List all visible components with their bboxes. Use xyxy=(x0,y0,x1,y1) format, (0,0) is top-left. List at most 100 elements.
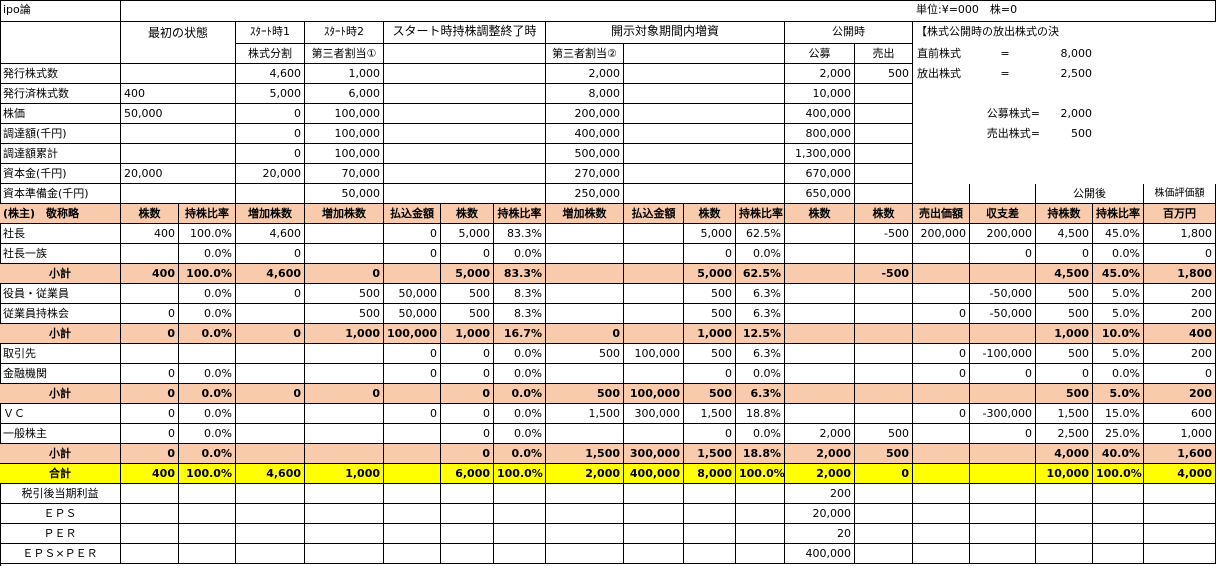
cell-start2[interactable]: 6,000 xyxy=(305,84,384,104)
table-cell[interactable] xyxy=(785,384,855,404)
table-cell[interactable]: 0 xyxy=(913,344,970,364)
table-cell[interactable]: 0 xyxy=(684,424,736,444)
table-cell[interactable]: 2,000 xyxy=(785,464,855,484)
table-cell[interactable]: 500 xyxy=(441,284,494,304)
table-cell[interactable]: 16.7% xyxy=(494,324,546,344)
table-cell[interactable]: 500 xyxy=(441,304,494,324)
cell-start2[interactable]: 1,000 xyxy=(305,64,384,84)
table-cell[interactable]: 0.0% xyxy=(494,404,546,424)
table-cell[interactable] xyxy=(179,344,236,364)
table-cell[interactable]: 400,000 xyxy=(624,464,684,484)
table-cell[interactable]: 2,000 xyxy=(785,444,855,464)
cell-third2[interactable]: 2,000 xyxy=(546,64,624,84)
table-cell[interactable]: 4,500 xyxy=(1036,224,1093,244)
cell-start1[interactable]: 4,600 xyxy=(236,64,305,84)
table-cell[interactable] xyxy=(624,244,684,264)
cell-start2[interactable]: 100,000 xyxy=(305,144,384,164)
table-cell[interactable]: 0 xyxy=(236,284,305,304)
cell-start1[interactable]: 0 xyxy=(236,144,305,164)
table-cell[interactable]: 0.0% xyxy=(494,364,546,384)
table-cell[interactable]: 50,000 xyxy=(384,304,441,324)
table-cell[interactable]: 12.5% xyxy=(736,324,785,344)
table-cell[interactable]: 500 xyxy=(546,344,624,364)
table-cell[interactable]: 400 xyxy=(121,464,179,484)
table-cell[interactable]: 0.0% xyxy=(179,364,236,384)
table-cell[interactable] xyxy=(384,264,441,284)
cell-initial[interactable] xyxy=(121,144,236,164)
table-cell[interactable]: 8.3% xyxy=(494,304,546,324)
table-cell[interactable]: 500 xyxy=(305,304,384,324)
table-cell[interactable]: 0 xyxy=(121,304,179,324)
table-cell[interactable] xyxy=(384,384,441,404)
cell-initial[interactable] xyxy=(121,184,236,204)
table-cell[interactable] xyxy=(855,384,913,404)
table-cell[interactable]: 0.0% xyxy=(179,384,236,404)
table-cell[interactable] xyxy=(236,344,305,364)
table-cell[interactable]: 500 xyxy=(1036,384,1093,404)
table-cell[interactable]: 100.0% xyxy=(494,464,546,484)
table-cell[interactable] xyxy=(855,404,913,424)
table-cell[interactable] xyxy=(624,364,684,384)
table-cell[interactable]: 0 xyxy=(236,384,305,404)
table-cell[interactable] xyxy=(546,224,624,244)
table-cell[interactable] xyxy=(913,424,970,444)
table-cell[interactable]: 100,000 xyxy=(624,344,684,364)
table-cell[interactable]: 5.0% xyxy=(1093,304,1144,324)
table-cell[interactable]: 500 xyxy=(855,444,913,464)
cell-public-offer[interactable]: 670,000 xyxy=(785,164,855,184)
table-cell[interactable]: 4,500 xyxy=(1036,264,1093,284)
sheet-title[interactable]: ipo論 xyxy=(0,0,121,22)
cell-public-offer[interactable]: 2,000 xyxy=(785,64,855,84)
cell-sale[interactable] xyxy=(855,184,913,204)
table-cell[interactable]: 0 xyxy=(384,224,441,244)
table-cell[interactable]: 0 xyxy=(121,424,179,444)
table-cell[interactable]: 4,000 xyxy=(1144,464,1216,484)
table-cell[interactable]: 4,600 xyxy=(236,264,305,284)
table-cell[interactable]: 0 xyxy=(305,264,384,284)
table-cell[interactable]: 5.0% xyxy=(1093,284,1144,304)
table-cell[interactable] xyxy=(236,364,305,384)
table-cell[interactable]: 300,000 xyxy=(624,444,684,464)
table-cell[interactable]: 0 xyxy=(441,404,494,424)
table-cell[interactable]: 500 xyxy=(684,284,736,304)
table-cell[interactable] xyxy=(785,364,855,384)
table-cell[interactable]: 600 xyxy=(1144,404,1216,424)
table-cell[interactable] xyxy=(305,444,384,464)
table-cell[interactable]: 50,000 xyxy=(384,284,441,304)
table-cell[interactable]: 0 xyxy=(1144,244,1216,264)
cell-sale[interactable] xyxy=(855,84,913,104)
table-cell[interactable]: 1,000 xyxy=(684,324,736,344)
bottom-value[interactable]: 20,000 xyxy=(785,504,855,524)
table-cell[interactable] xyxy=(855,324,913,344)
table-cell[interactable]: 100,000 xyxy=(624,384,684,404)
table-cell[interactable]: 0.0% xyxy=(179,444,236,464)
table-cell[interactable] xyxy=(624,224,684,244)
table-cell[interactable]: -500 xyxy=(855,224,913,244)
table-cell[interactable]: 400 xyxy=(1144,324,1216,344)
table-cell[interactable]: 1,000 xyxy=(305,464,384,484)
table-cell[interactable]: 6.3% xyxy=(736,344,785,364)
table-cell[interactable] xyxy=(785,284,855,304)
table-cell[interactable]: 2,500 xyxy=(1036,424,1093,444)
table-cell[interactable]: 200 xyxy=(1144,304,1216,324)
table-cell[interactable]: 0 xyxy=(546,324,624,344)
table-cell[interactable]: 18.8% xyxy=(736,444,785,464)
cell-start-end[interactable] xyxy=(384,164,546,184)
table-cell[interactable]: -50,000 xyxy=(970,304,1036,324)
table-cell[interactable] xyxy=(913,244,970,264)
table-cell[interactable]: 45.0% xyxy=(1093,224,1144,244)
table-cell[interactable] xyxy=(624,304,684,324)
table-cell[interactable]: 100.0% xyxy=(179,464,236,484)
table-cell[interactable]: 83.3% xyxy=(494,264,546,284)
cell-third2[interactable]: 200,000 xyxy=(546,104,624,124)
table-cell[interactable] xyxy=(785,304,855,324)
table-cell[interactable]: 0 xyxy=(236,324,305,344)
table-cell[interactable]: 2,000 xyxy=(546,464,624,484)
table-cell[interactable]: 500 xyxy=(305,284,384,304)
table-cell[interactable]: 100,000 xyxy=(384,324,441,344)
table-cell[interactable]: 1,800 xyxy=(1144,264,1216,284)
table-cell[interactable]: 0 xyxy=(913,364,970,384)
table-cell[interactable] xyxy=(546,264,624,284)
table-cell[interactable]: 400 xyxy=(121,264,179,284)
table-cell[interactable] xyxy=(913,444,970,464)
